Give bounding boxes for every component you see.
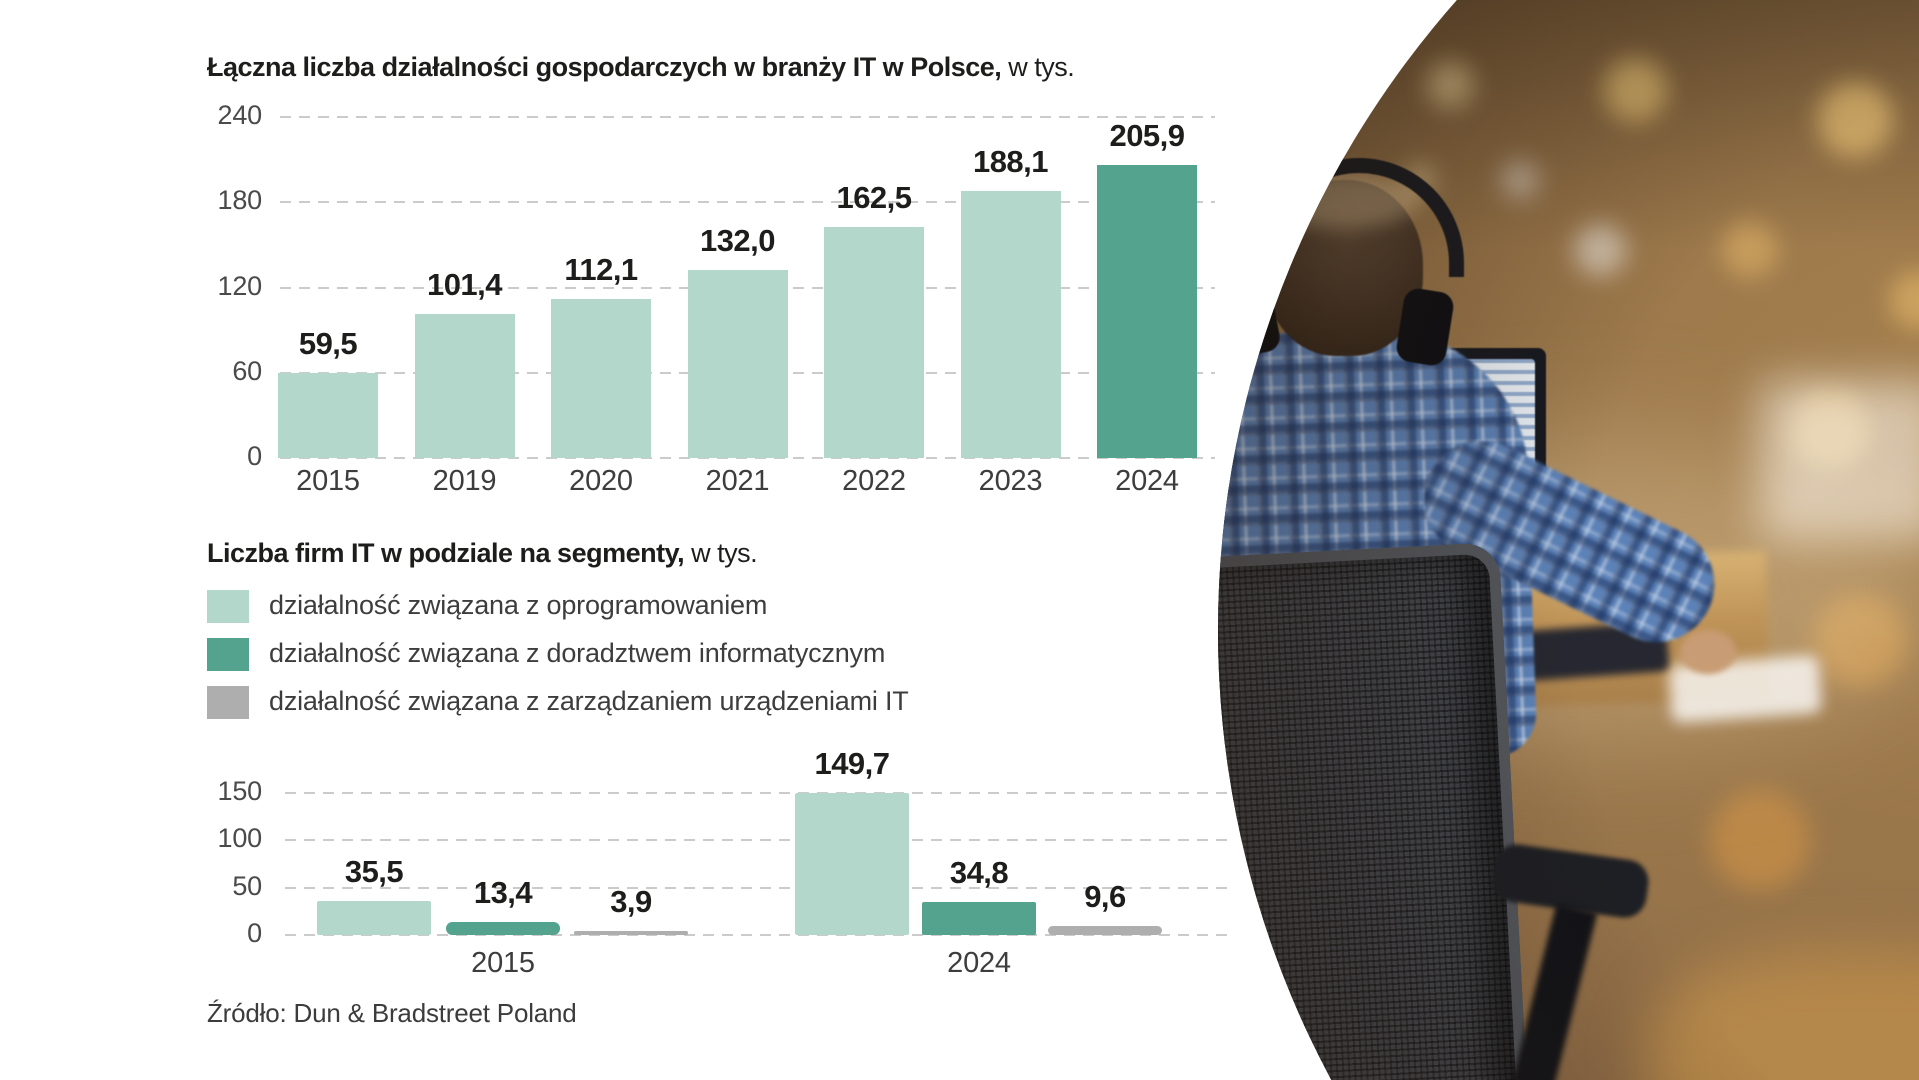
bar-value-label: 101,4 — [426, 266, 503, 302]
gridline — [285, 839, 1235, 842]
chart1-title: Łączna liczba działalności gospodarczych… — [207, 52, 1075, 83]
legend-label-consulting: działalność związana z doradztwem inform… — [269, 638, 886, 668]
x-axis-label: 2021 — [705, 465, 770, 497]
gridline — [280, 201, 1215, 204]
bar-2024-segment-1 — [922, 902, 1036, 935]
bar-value-label: 35,5 — [344, 854, 404, 890]
bar-value-label: 205,9 — [1109, 118, 1185, 154]
bar-2015-segment-2 — [574, 931, 688, 935]
y-axis-tick: 50 — [232, 870, 262, 901]
legend-label-it-management: działalność związana z zarządzaniem urzą… — [269, 686, 909, 716]
legend-label-software: działalność związana z oprogramowaniem — [269, 590, 768, 620]
chart2-title: Liczba firm IT w podziale na segmenty, w… — [207, 538, 758, 569]
bar-value-label: 132,0 — [699, 223, 776, 259]
legend-item-software: działalność związana z oprogramowaniem — [207, 586, 1027, 634]
bar-2015-segment-0 — [317, 901, 431, 935]
y-axis-tick: 0 — [247, 918, 262, 948]
bar-2015-segment-1 — [446, 922, 560, 935]
chart2-title-text: Liczba firm IT w podziale na segmenty, — [207, 538, 685, 568]
bokeh-light — [1710, 790, 1810, 890]
legend-swatch-consulting — [207, 638, 249, 671]
x-axis-label: 2022 — [842, 465, 906, 497]
gridline — [285, 934, 1235, 936]
bokeh-light — [1262, 122, 1318, 178]
y-axis-tick: 100 — [217, 823, 263, 854]
bar-value-label: 112,1 — [564, 251, 638, 287]
bokeh-light — [1817, 82, 1893, 158]
chart1-title-unit: w tys. — [1001, 52, 1075, 82]
y-axis-tick: 150 — [217, 776, 263, 806]
x-axis-label: 2020 — [569, 465, 633, 497]
gridline — [285, 886, 1235, 889]
bar-2020 — [551, 298, 651, 458]
photo-screen-glow — [1760, 380, 1919, 540]
bokeh-light — [1574, 224, 1626, 276]
legend-item-it-management: działalność związana z zarządzaniem urzą… — [207, 682, 1027, 730]
gridline — [285, 792, 1235, 794]
y-axis-tick: 0 — [247, 441, 262, 471]
y-axis-tick: 120 — [217, 270, 263, 301]
gridline — [280, 457, 1215, 459]
bar-2024 — [1097, 165, 1197, 458]
x-axis-label: 2023 — [978, 465, 1043, 497]
chart2-legend: działalność związana z oprogramowaniem d… — [207, 586, 1027, 730]
bokeh-light — [1814, 594, 1906, 686]
y-axis-tick: 240 — [217, 100, 263, 130]
bar-2024-segment-0 — [795, 793, 909, 935]
x-axis-label: 2015 — [471, 947, 535, 979]
legend-swatch-it-management — [207, 686, 249, 719]
bar-value-label: 149,7 — [814, 746, 890, 782]
bokeh-light — [1722, 222, 1778, 278]
bokeh-light — [1603, 58, 1667, 122]
bar-2024-segment-2 — [1048, 925, 1162, 935]
x-axis-label: 2015 — [296, 465, 360, 497]
chart2-title-unit: w tys. — [684, 538, 758, 568]
y-axis-tick: 60 — [232, 355, 262, 386]
source-credit: Źródło: Dun & Bradstreet Poland — [207, 998, 577, 1028]
bar-value-label: 59,5 — [298, 326, 358, 362]
x-axis-label: 2024 — [1115, 465, 1179, 497]
bar-value-label: 162,5 — [836, 180, 912, 216]
x-axis-label: 2024 — [947, 947, 1011, 979]
bar-2022 — [824, 227, 924, 458]
bar-value-label: 13,4 — [473, 875, 533, 911]
photo-person-hand — [1680, 630, 1736, 674]
bar-2021 — [687, 270, 788, 458]
photo-vignette — [1218, 0, 1919, 1080]
bokeh-light — [1500, 160, 1540, 200]
bar-value-label: 3,9 — [610, 884, 652, 920]
bar-value-label: 9,6 — [1084, 878, 1126, 914]
x-axis-label: 2019 — [432, 465, 497, 497]
office-photo — [1218, 0, 1919, 1080]
bokeh-light — [1426, 61, 1474, 109]
legend-swatch-software — [207, 590, 249, 623]
bar-2015 — [278, 373, 378, 458]
bar-2019 — [414, 313, 515, 458]
chart1-title-text: Łączna liczba działalności gospodarczych… — [207, 52, 1002, 82]
y-axis-tick: 180 — [217, 185, 263, 216]
bar-value-label: 34,8 — [949, 855, 1009, 891]
gridline — [280, 116, 1215, 118]
legend-item-consulting: działalność związana z doradztwem inform… — [207, 634, 1027, 682]
bar-2023 — [960, 190, 1061, 458]
bar-value-label: 188,1 — [972, 143, 1049, 179]
